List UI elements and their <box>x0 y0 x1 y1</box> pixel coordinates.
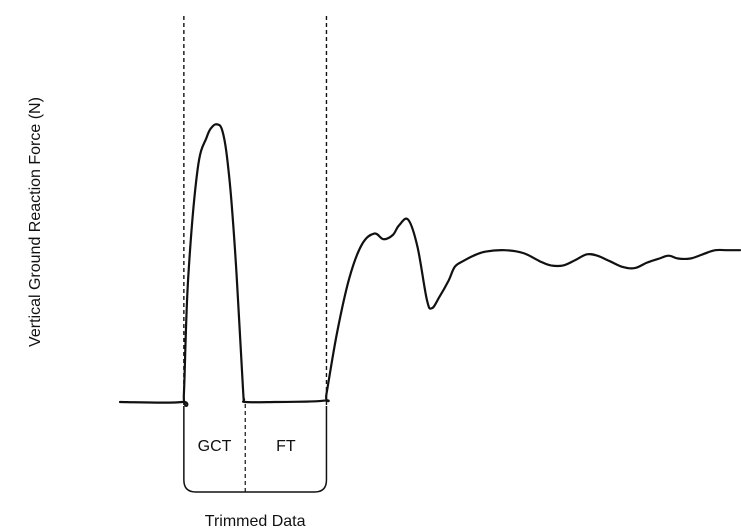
phase-label-ft: FT <box>276 438 296 455</box>
trimmed-data-bracket <box>183 406 328 493</box>
y-axis-label: Vertical Ground Reaction Force (N) <box>27 97 44 347</box>
bracket-label-trimmed-data: Trimmed Data <box>205 513 306 530</box>
series-line-vgrf <box>118 123 741 407</box>
phase-label-gct: GCT <box>198 438 232 455</box>
